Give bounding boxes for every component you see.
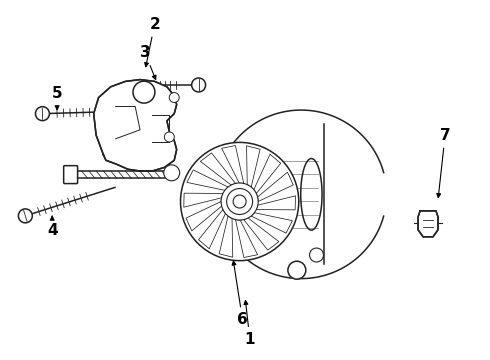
Circle shape <box>192 78 206 92</box>
Circle shape <box>133 81 155 103</box>
Text: 6: 6 <box>232 261 248 327</box>
Circle shape <box>35 107 49 121</box>
Circle shape <box>310 248 323 262</box>
Circle shape <box>169 93 179 103</box>
FancyBboxPatch shape <box>64 166 77 184</box>
Ellipse shape <box>216 163 263 240</box>
Circle shape <box>233 195 246 208</box>
Circle shape <box>227 189 253 215</box>
Text: 2: 2 <box>145 17 160 67</box>
Ellipse shape <box>301 158 322 230</box>
Circle shape <box>288 261 306 279</box>
Text: 4: 4 <box>47 216 57 238</box>
Circle shape <box>164 132 174 142</box>
Circle shape <box>19 209 32 223</box>
Polygon shape <box>94 80 177 171</box>
Text: 1: 1 <box>244 301 255 347</box>
Text: 3: 3 <box>140 45 156 80</box>
Text: 5: 5 <box>52 86 62 110</box>
Circle shape <box>221 183 258 220</box>
Circle shape <box>180 143 299 261</box>
Text: 7: 7 <box>437 128 450 198</box>
Circle shape <box>164 165 180 181</box>
Polygon shape <box>418 211 438 237</box>
